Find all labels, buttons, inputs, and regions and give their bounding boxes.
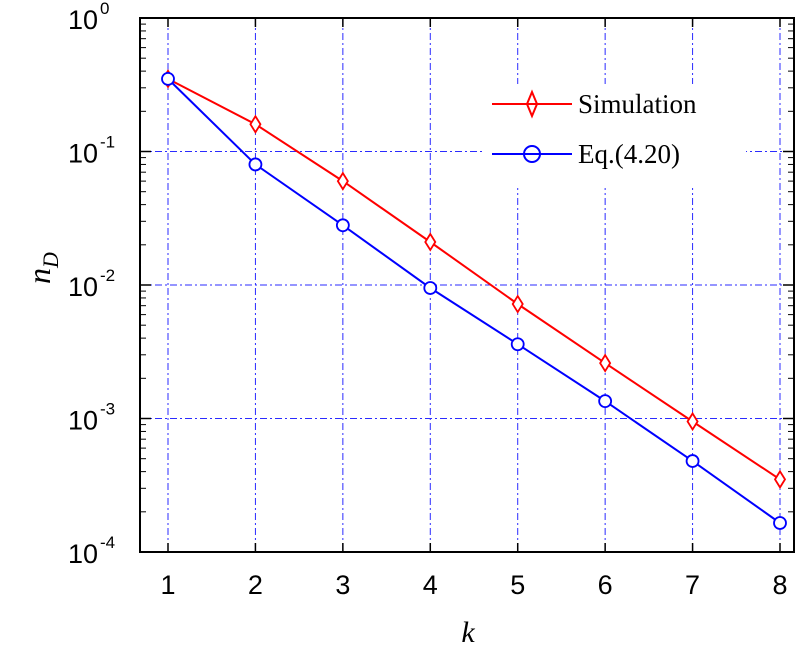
data-point-eq-4-20 (161, 71, 175, 86)
y-tick-label-base: 10 (68, 539, 98, 569)
data-point-simulation (336, 171, 349, 191)
y-tick-label-exponent: 0 (100, 0, 109, 18)
legend-marker-diamond-icon (525, 89, 539, 119)
legend-label-simulation: Simulation (578, 89, 697, 119)
data-point-simulation (686, 411, 699, 432)
y-tick-label-base: 10 (68, 5, 98, 35)
data-point-simulation (424, 232, 437, 252)
legend-marker-circle-icon (523, 145, 541, 163)
data-point-simulation (511, 294, 524, 314)
y-axis-title-sub: D (38, 252, 63, 269)
data-point-eq-4-20 (248, 157, 263, 172)
data-point-eq-4-20 (423, 281, 438, 295)
x-tick-labels: 1 2 3 4 5 6 7 8 (160, 570, 787, 600)
series-layer (161, 69, 787, 530)
y-tick-label-base: 10 (68, 139, 98, 169)
y-axis-title-main: n (21, 268, 57, 284)
x-tick-label: 7 (685, 570, 700, 600)
data-point-eq-4-20 (773, 516, 787, 530)
data-point-simulation (773, 469, 787, 490)
y-tick-label-exponent: -3 (100, 400, 115, 419)
y-tick-label-base: 10 (68, 406, 98, 436)
svg-text:nD: nD (21, 252, 63, 284)
plot-frame (139, 17, 795, 553)
data-point-simulation (599, 353, 612, 373)
series-line-simulation (167, 78, 781, 481)
legend-label-eq420: Eq.(4.20) (578, 139, 680, 169)
y-tick-label-exponent: -4 (100, 533, 115, 552)
data-point-eq-4-20 (510, 337, 525, 352)
x-tick-label: 1 (160, 570, 175, 600)
x-tick-label: 8 (772, 570, 787, 600)
y-tick-label-exponent: -2 (100, 266, 115, 285)
x-tick-label: 5 (510, 570, 525, 600)
minor-ticks (140, 17, 794, 553)
x-axis-title: k (461, 616, 475, 649)
y-tick-label-exponent: -1 (100, 133, 115, 152)
y-axis-title: nD (21, 252, 63, 284)
data-point-simulation (249, 114, 262, 134)
data-point-eq-4-20 (335, 218, 350, 233)
data-point-eq-4-20 (598, 394, 613, 409)
series-line-eq-4-20 (167, 78, 781, 524)
x-tick-label: 2 (248, 570, 263, 600)
x-tick-label: 6 (598, 570, 613, 600)
x-tick-label: 3 (335, 570, 350, 600)
data-point-eq-4-20 (685, 454, 700, 468)
x-tick-label: 4 (423, 570, 438, 600)
y-tick-label-base: 10 (68, 272, 98, 302)
legend: Simulation Eq.(4.20) (484, 84, 746, 188)
